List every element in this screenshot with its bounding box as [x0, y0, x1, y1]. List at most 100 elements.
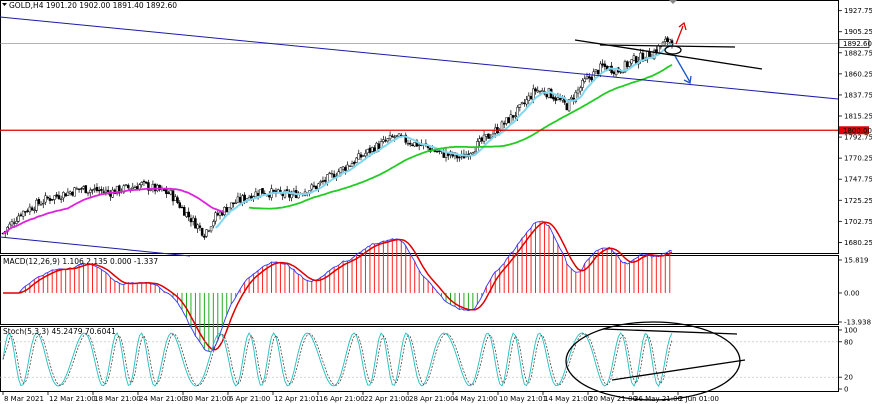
candle [53, 195, 56, 200]
current-price-label: 1892.60 [843, 40, 872, 48]
candle [191, 217, 195, 222]
arrow-up-head-icon [678, 21, 687, 31]
candle [198, 225, 202, 228]
time-tick-label: 12 Mar 21:00 [49, 395, 96, 403]
stoch-pane-frame [0, 326, 839, 392]
candle [556, 97, 560, 100]
candle [59, 198, 63, 201]
stoch-lower-trendline[interactable] [611, 359, 746, 381]
stoch-main-line [2, 332, 673, 387]
stoch-upper-trendline[interactable] [602, 328, 738, 335]
time-tick-label: 6 Apr 21:00 [229, 395, 270, 403]
time-tick-label: 14 May 21:00 [544, 395, 592, 403]
time-tick-label: 8 Mar 2021 [4, 395, 44, 403]
candle [169, 190, 173, 195]
focus-ellipse[interactable] [664, 45, 682, 55]
time-tick-label: 2 Jun 01:00 [679, 395, 719, 403]
candle [209, 226, 213, 232]
candle [404, 134, 407, 143]
channel-lower-line[interactable] [0, 236, 191, 257]
candle [561, 98, 564, 101]
candle [552, 96, 555, 100]
candle [540, 90, 544, 92]
support-line-black[interactable] [599, 44, 736, 48]
macd-line [3, 220, 673, 353]
channel-upper-line[interactable] [0, 16, 839, 100]
time-tick-label: 18 Mar 21:00 [94, 395, 141, 403]
candle [518, 104, 522, 108]
candle [596, 69, 600, 75]
time-tick-label: 30 Mar 21:00 [184, 395, 231, 403]
candle [167, 192, 170, 194]
collapse-arrow-icon[interactable] [2, 3, 7, 6]
candle [527, 95, 531, 101]
candle [194, 218, 197, 229]
candle [135, 186, 139, 190]
candle [127, 185, 130, 189]
chart-title: GOLD,H4 1901.20 1902.00 1891.40 1892.60 [9, 1, 177, 10]
time-tick-label: 28 Apr 21:00 [409, 395, 455, 403]
candle [189, 218, 193, 223]
candle [411, 144, 414, 147]
candle [438, 150, 441, 152]
candle [182, 206, 186, 216]
candle [341, 166, 345, 170]
candle [106, 189, 110, 193]
candle [581, 79, 584, 88]
time-tick-label: 4 May 21:00 [454, 395, 498, 403]
candle [261, 188, 264, 194]
macd-pane[interactable] [3, 220, 673, 353]
time-tick-label: 20 May 21:00 [589, 395, 637, 403]
candle [80, 188, 83, 190]
arrow-down-blue [674, 55, 691, 83]
candle [241, 195, 244, 203]
macd-tick-label: -13.938 [844, 319, 871, 327]
price-tick-label: 1837.75 [844, 91, 872, 99]
candle [283, 190, 287, 198]
arrow-up-red [675, 25, 684, 45]
candle [585, 76, 589, 79]
candle [37, 199, 41, 205]
candle [576, 89, 580, 94]
candle [214, 212, 217, 222]
candle [82, 186, 85, 189]
candle [234, 202, 237, 205]
price-tick-label: 1860.25 [844, 70, 872, 78]
candle [196, 224, 199, 229]
candle [312, 185, 316, 187]
candle [207, 230, 211, 232]
candle [50, 199, 54, 201]
candle [594, 69, 598, 72]
candle [272, 189, 275, 192]
price-tick-label: 1702.75 [844, 218, 872, 226]
candle [599, 63, 602, 74]
candle [223, 206, 226, 215]
time-tick-label: 22 Apr 21:00 [364, 395, 410, 403]
candle [382, 139, 385, 142]
candle [579, 87, 582, 92]
candle [509, 114, 513, 124]
candle [532, 88, 535, 100]
candle [171, 190, 175, 202]
candle [95, 186, 99, 191]
candle [634, 56, 638, 64]
candle [621, 71, 625, 74]
stochastic-pane[interactable] [0, 321, 838, 401]
candle [238, 196, 242, 203]
price-pane[interactable] [0, 0, 839, 257]
candle [174, 196, 177, 201]
candle [290, 194, 293, 199]
candle [538, 90, 542, 93]
candle [35, 199, 38, 211]
stoch-tick-label: 100 [844, 327, 857, 335]
macd-tick-label: 0.00 [844, 289, 860, 297]
candle [26, 210, 29, 212]
candle [200, 228, 204, 236]
candle [77, 188, 81, 190]
candle [346, 164, 349, 171]
time-tick-label: 12 Apr 21:01 [274, 395, 320, 403]
candle [514, 115, 517, 117]
macd-title: MACD(12,26,9) 1.106 2.135 0.000 -1.337 [3, 257, 158, 266]
candle [328, 172, 331, 175]
